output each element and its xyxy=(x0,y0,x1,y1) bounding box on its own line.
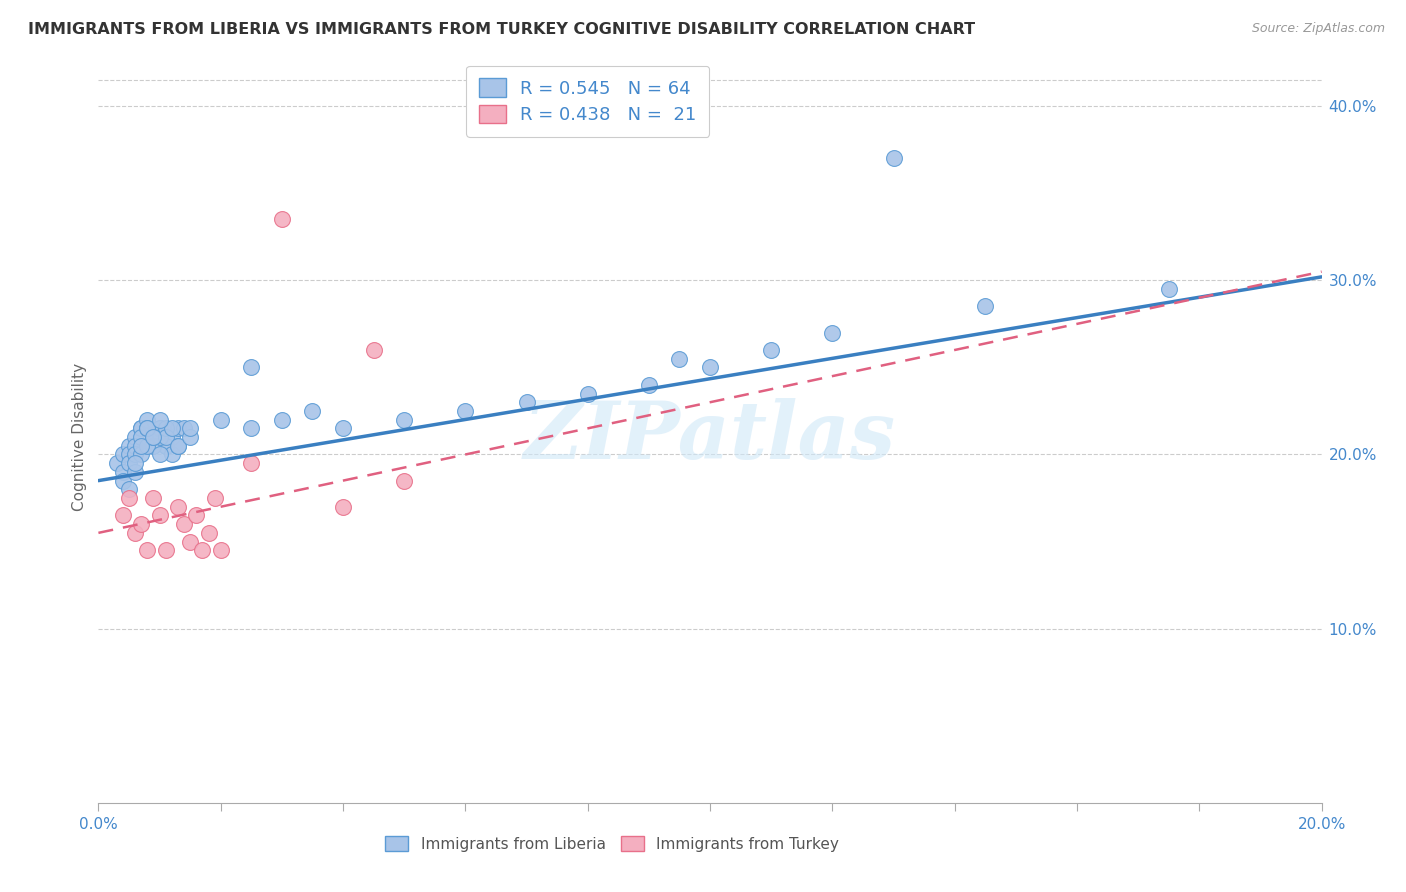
Point xyxy=(118,439,141,453)
Point xyxy=(155,430,177,444)
Point xyxy=(179,534,201,549)
Point xyxy=(136,421,159,435)
Point xyxy=(179,421,201,435)
Point xyxy=(240,360,263,375)
Point xyxy=(149,421,172,435)
Point xyxy=(699,360,721,375)
Point xyxy=(124,465,146,479)
Point xyxy=(160,421,183,435)
Point xyxy=(576,386,599,401)
Point xyxy=(149,421,172,435)
Point xyxy=(149,508,172,523)
Legend: Immigrants from Liberia, Immigrants from Turkey: Immigrants from Liberia, Immigrants from… xyxy=(377,827,848,861)
Point xyxy=(124,448,146,462)
Point xyxy=(118,491,141,505)
Point xyxy=(363,343,385,357)
Point xyxy=(392,412,416,426)
Point xyxy=(160,430,183,444)
Point xyxy=(209,543,232,558)
Point xyxy=(149,412,172,426)
Point xyxy=(167,439,190,453)
Point xyxy=(142,430,165,444)
Point xyxy=(332,500,354,514)
Point xyxy=(142,430,165,444)
Point xyxy=(392,474,416,488)
Point xyxy=(124,525,146,540)
Point xyxy=(136,421,159,435)
Point xyxy=(149,430,172,444)
Point xyxy=(821,326,844,340)
Point xyxy=(516,395,538,409)
Point xyxy=(454,404,477,418)
Point xyxy=(167,500,190,514)
Point xyxy=(136,543,159,558)
Point xyxy=(883,152,905,166)
Text: IMMIGRANTS FROM LIBERIA VS IMMIGRANTS FROM TURKEY COGNITIVE DISABILITY CORRELATI: IMMIGRANTS FROM LIBERIA VS IMMIGRANTS FR… xyxy=(28,22,976,37)
Point xyxy=(179,430,201,444)
Point xyxy=(118,448,141,462)
Text: Source: ZipAtlas.com: Source: ZipAtlas.com xyxy=(1251,22,1385,36)
Point xyxy=(129,421,152,435)
Point xyxy=(240,456,263,470)
Point xyxy=(155,421,177,435)
Point xyxy=(136,439,159,453)
Point xyxy=(118,456,141,470)
Point xyxy=(270,412,292,426)
Point xyxy=(204,491,226,505)
Point xyxy=(111,474,134,488)
Point xyxy=(167,421,190,435)
Point xyxy=(301,404,323,418)
Point xyxy=(111,465,134,479)
Point xyxy=(105,456,128,470)
Point xyxy=(129,448,152,462)
Point xyxy=(173,517,195,532)
Point xyxy=(129,439,152,453)
Point xyxy=(124,439,146,453)
Point xyxy=(129,430,152,444)
Point xyxy=(332,421,354,435)
Text: ZIPatlas: ZIPatlas xyxy=(524,399,896,475)
Point xyxy=(118,483,141,497)
Point xyxy=(155,439,177,453)
Point xyxy=(197,525,219,540)
Point xyxy=(142,439,165,453)
Point xyxy=(1157,282,1180,296)
Y-axis label: Cognitive Disability: Cognitive Disability xyxy=(72,363,87,511)
Point xyxy=(160,448,183,462)
Point xyxy=(136,439,159,453)
Point xyxy=(240,421,263,435)
Point xyxy=(142,430,165,444)
Point xyxy=(149,448,172,462)
Point xyxy=(270,212,292,227)
Point xyxy=(111,448,134,462)
Point xyxy=(191,543,214,558)
Point xyxy=(124,430,146,444)
Point xyxy=(637,377,661,392)
Point xyxy=(111,508,134,523)
Point xyxy=(155,543,177,558)
Point xyxy=(173,421,195,435)
Point xyxy=(668,351,690,366)
Point xyxy=(142,430,165,444)
Point xyxy=(186,508,208,523)
Point xyxy=(129,421,152,435)
Point xyxy=(974,300,997,314)
Point xyxy=(155,439,177,453)
Point xyxy=(759,343,782,357)
Point xyxy=(142,491,165,505)
Point xyxy=(124,456,146,470)
Point xyxy=(209,412,232,426)
Point xyxy=(129,517,152,532)
Point xyxy=(167,439,190,453)
Point xyxy=(136,412,159,426)
